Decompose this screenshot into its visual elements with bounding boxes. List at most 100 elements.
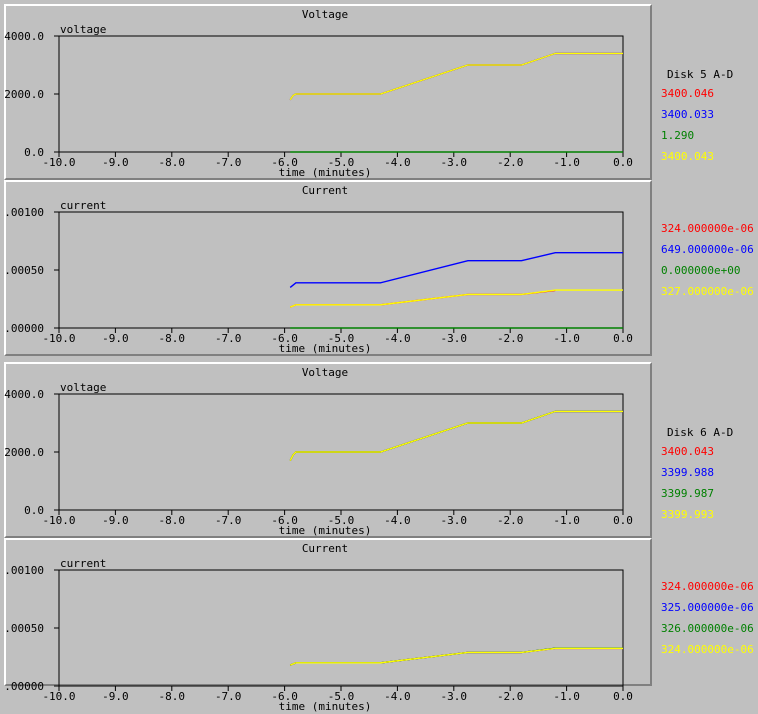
x-tick-label: 0.0 — [613, 332, 633, 345]
chart-title: Current — [302, 184, 348, 197]
current-panel-disk6: Current current -10.0 -9.0 -8.0 -7.0 -6.0 -5.0-… — [4, 538, 652, 713]
legend-disk6-current-b: 325.000000e-06 — [661, 601, 754, 614]
y-axis-label: voltage — [60, 381, 106, 394]
voltage-panel-disk5: Voltage voltage -10.0 -9.0 -8.0 -7.0 -6.0 -5.0 -… — [4, 4, 652, 180]
legend-disk5-voltage-d: 3400.043 — [661, 150, 714, 163]
x-tick-label: -2.0 — [497, 156, 524, 169]
legend-disk5-voltage-a: 3400.046 — [661, 87, 714, 100]
chart-title: Voltage — [302, 366, 348, 379]
x-tick-label: -5.0 — [328, 332, 355, 345]
x-tick-label: -1.0 — [553, 332, 580, 345]
series-line-d — [289, 410, 623, 462]
x-tick-label: -9.0 — [102, 690, 129, 703]
y-tick-label: .00000 — [4, 322, 44, 335]
y-tick-label: .00100 — [4, 206, 44, 219]
legend-disk6-voltage-b: 3399.988 — [661, 466, 714, 479]
series-line-a — [289, 52, 623, 101]
y-axis-label: current — [60, 557, 106, 570]
x-tick-label: -10.0 — [42, 332, 75, 345]
y-tick-label: 4000.0 — [4, 388, 44, 401]
x-tick-label: -8.0 — [159, 332, 186, 345]
series-line-b — [289, 251, 623, 288]
x-tick-label: -2.0 — [497, 332, 524, 345]
x-tick-label: -3.0 — [441, 332, 468, 345]
current-panel-disk5: Current current -10.0 -9.0 -8.0 -7.0 -6.0 -5.0 -… — [4, 180, 652, 356]
legend-header-disk5: Disk 5 A-D — [667, 68, 734, 81]
series-line-d — [289, 52, 623, 101]
y-tick-label: 0.0 — [24, 504, 44, 517]
legend-disk6-voltage-a: 3400.043 — [661, 445, 714, 458]
legend-disk5-current-d: 327.000000e-06 — [661, 285, 754, 298]
x-tick-label: -1.0 — [553, 156, 580, 169]
x-tick-label: -10.0 — [42, 514, 75, 527]
series-line-d — [289, 647, 623, 666]
series-line-b — [289, 410, 623, 462]
voltage-chart-disk6: Voltage voltage -10.0 -9.0 -8.0 -7.0 -6.0 -5.0 -… — [4, 366, 633, 537]
x-tick-label: -4.0 — [384, 156, 411, 169]
series-line-d — [289, 289, 623, 308]
x-tick-label: -6.0 — [271, 514, 298, 527]
x-tick-label: -5.0 — [328, 156, 355, 169]
y-tick-label: 0.0 — [24, 146, 44, 159]
x-tick-label: -4.0 — [384, 332, 411, 345]
legend-disk5-current-c: 0.000000e+00 — [661, 264, 741, 277]
y-tick-label: 2000.0 — [4, 88, 44, 101]
x-tick-label: -2.0 — [497, 514, 524, 527]
legend-disk5-voltage-c: 1.290 — [661, 129, 695, 142]
x-tick-label: -9.0 — [102, 332, 129, 345]
legend-disk6: Disk 6 A-D 3400.043 3399.988 3399.987 33… — [661, 424, 758, 686]
x-tick-label: -1.0 — [553, 514, 580, 527]
x-tick-label: -3.0 — [441, 514, 468, 527]
x-axis-label: time (minutes) — [279, 166, 372, 179]
x-tick-label: -6.0 — [271, 156, 298, 169]
y-tick-label: 2000.0 — [4, 446, 44, 459]
y-axis-label: voltage — [60, 23, 106, 36]
plot-frame — [58, 569, 624, 687]
x-tick-label: -7.0 — [215, 332, 242, 345]
x-tick-label: -5.0 — [328, 514, 355, 527]
y-tick-label: .00100 — [4, 564, 44, 577]
legend-disk6-current-a: 324.000000e-06 — [661, 580, 754, 593]
x-axis-label: time (minutes) — [279, 700, 372, 713]
legend-disk5: Disk 5 A-D 3400.046 3400.033 1.290 3400.… — [661, 66, 758, 366]
legend-disk5-voltage-b: 3400.033 — [661, 108, 714, 121]
x-tick-label: -7.0 — [215, 156, 242, 169]
y-axis-label: current — [60, 199, 106, 212]
series-line-b — [289, 52, 623, 101]
x-tick-label: -10.0 — [42, 156, 75, 169]
y-tick-label: .00000 — [4, 680, 44, 693]
y-tick-label: .00050 — [4, 264, 44, 277]
voltage-chart-disk5: Voltage voltage -10.0 -9.0 -8.0 -7.0 -6.0 -5.0 -… — [4, 8, 633, 179]
legend-header-disk6: Disk 6 A-D — [667, 426, 734, 439]
x-axis-label: time (minutes) — [279, 342, 372, 355]
x-tick-label: -4.0 — [384, 690, 411, 703]
x-tick-label: -7.0 — [215, 514, 242, 527]
x-tick-label: -1.0 — [553, 690, 580, 703]
x-tick-label: -10.0 — [42, 690, 75, 703]
chart-title: Current — [302, 542, 348, 555]
legend-disk6-voltage-d: 3399.993 — [661, 508, 714, 521]
x-tick-label: -9.0 — [102, 514, 129, 527]
current-chart-disk5: Current current -10.0 -9.0 -8.0 -7.0 -6.0 -5.0 -… — [4, 184, 633, 355]
series-line-a — [289, 410, 623, 462]
x-tick-label: 0.0 — [613, 514, 633, 527]
x-tick-label: -3.0 — [441, 690, 468, 703]
legend-disk6-current-c: 326.000000e-06 — [661, 622, 754, 635]
x-tick-label: -2.0 — [497, 690, 524, 703]
legend-disk5-current-a: 324.000000e-06 — [661, 222, 754, 235]
voltage-panel-disk6: Voltage voltage -10.0 -9.0 -8.0 -7.0 -6.0 -5.0 -… — [4, 362, 652, 538]
x-axis-label: time (minutes) — [279, 524, 372, 537]
plot-frame — [58, 211, 624, 329]
series-line-c — [289, 410, 623, 462]
x-tick-label: -8.0 — [159, 514, 186, 527]
chart-title: Voltage — [302, 8, 348, 21]
x-tick-label: -3.0 — [441, 156, 468, 169]
x-tick-label: -6.0 — [271, 332, 298, 345]
x-tick-label: -4.0 — [384, 514, 411, 527]
legend-disk5-current-b: 649.000000e-06 — [661, 243, 754, 256]
x-tick-label: -8.0 — [159, 156, 186, 169]
legend-disk6-voltage-c: 3399.987 — [661, 487, 714, 500]
y-tick-label: 4000.0 — [4, 30, 44, 43]
x-tick-label: -7.0 — [215, 690, 242, 703]
